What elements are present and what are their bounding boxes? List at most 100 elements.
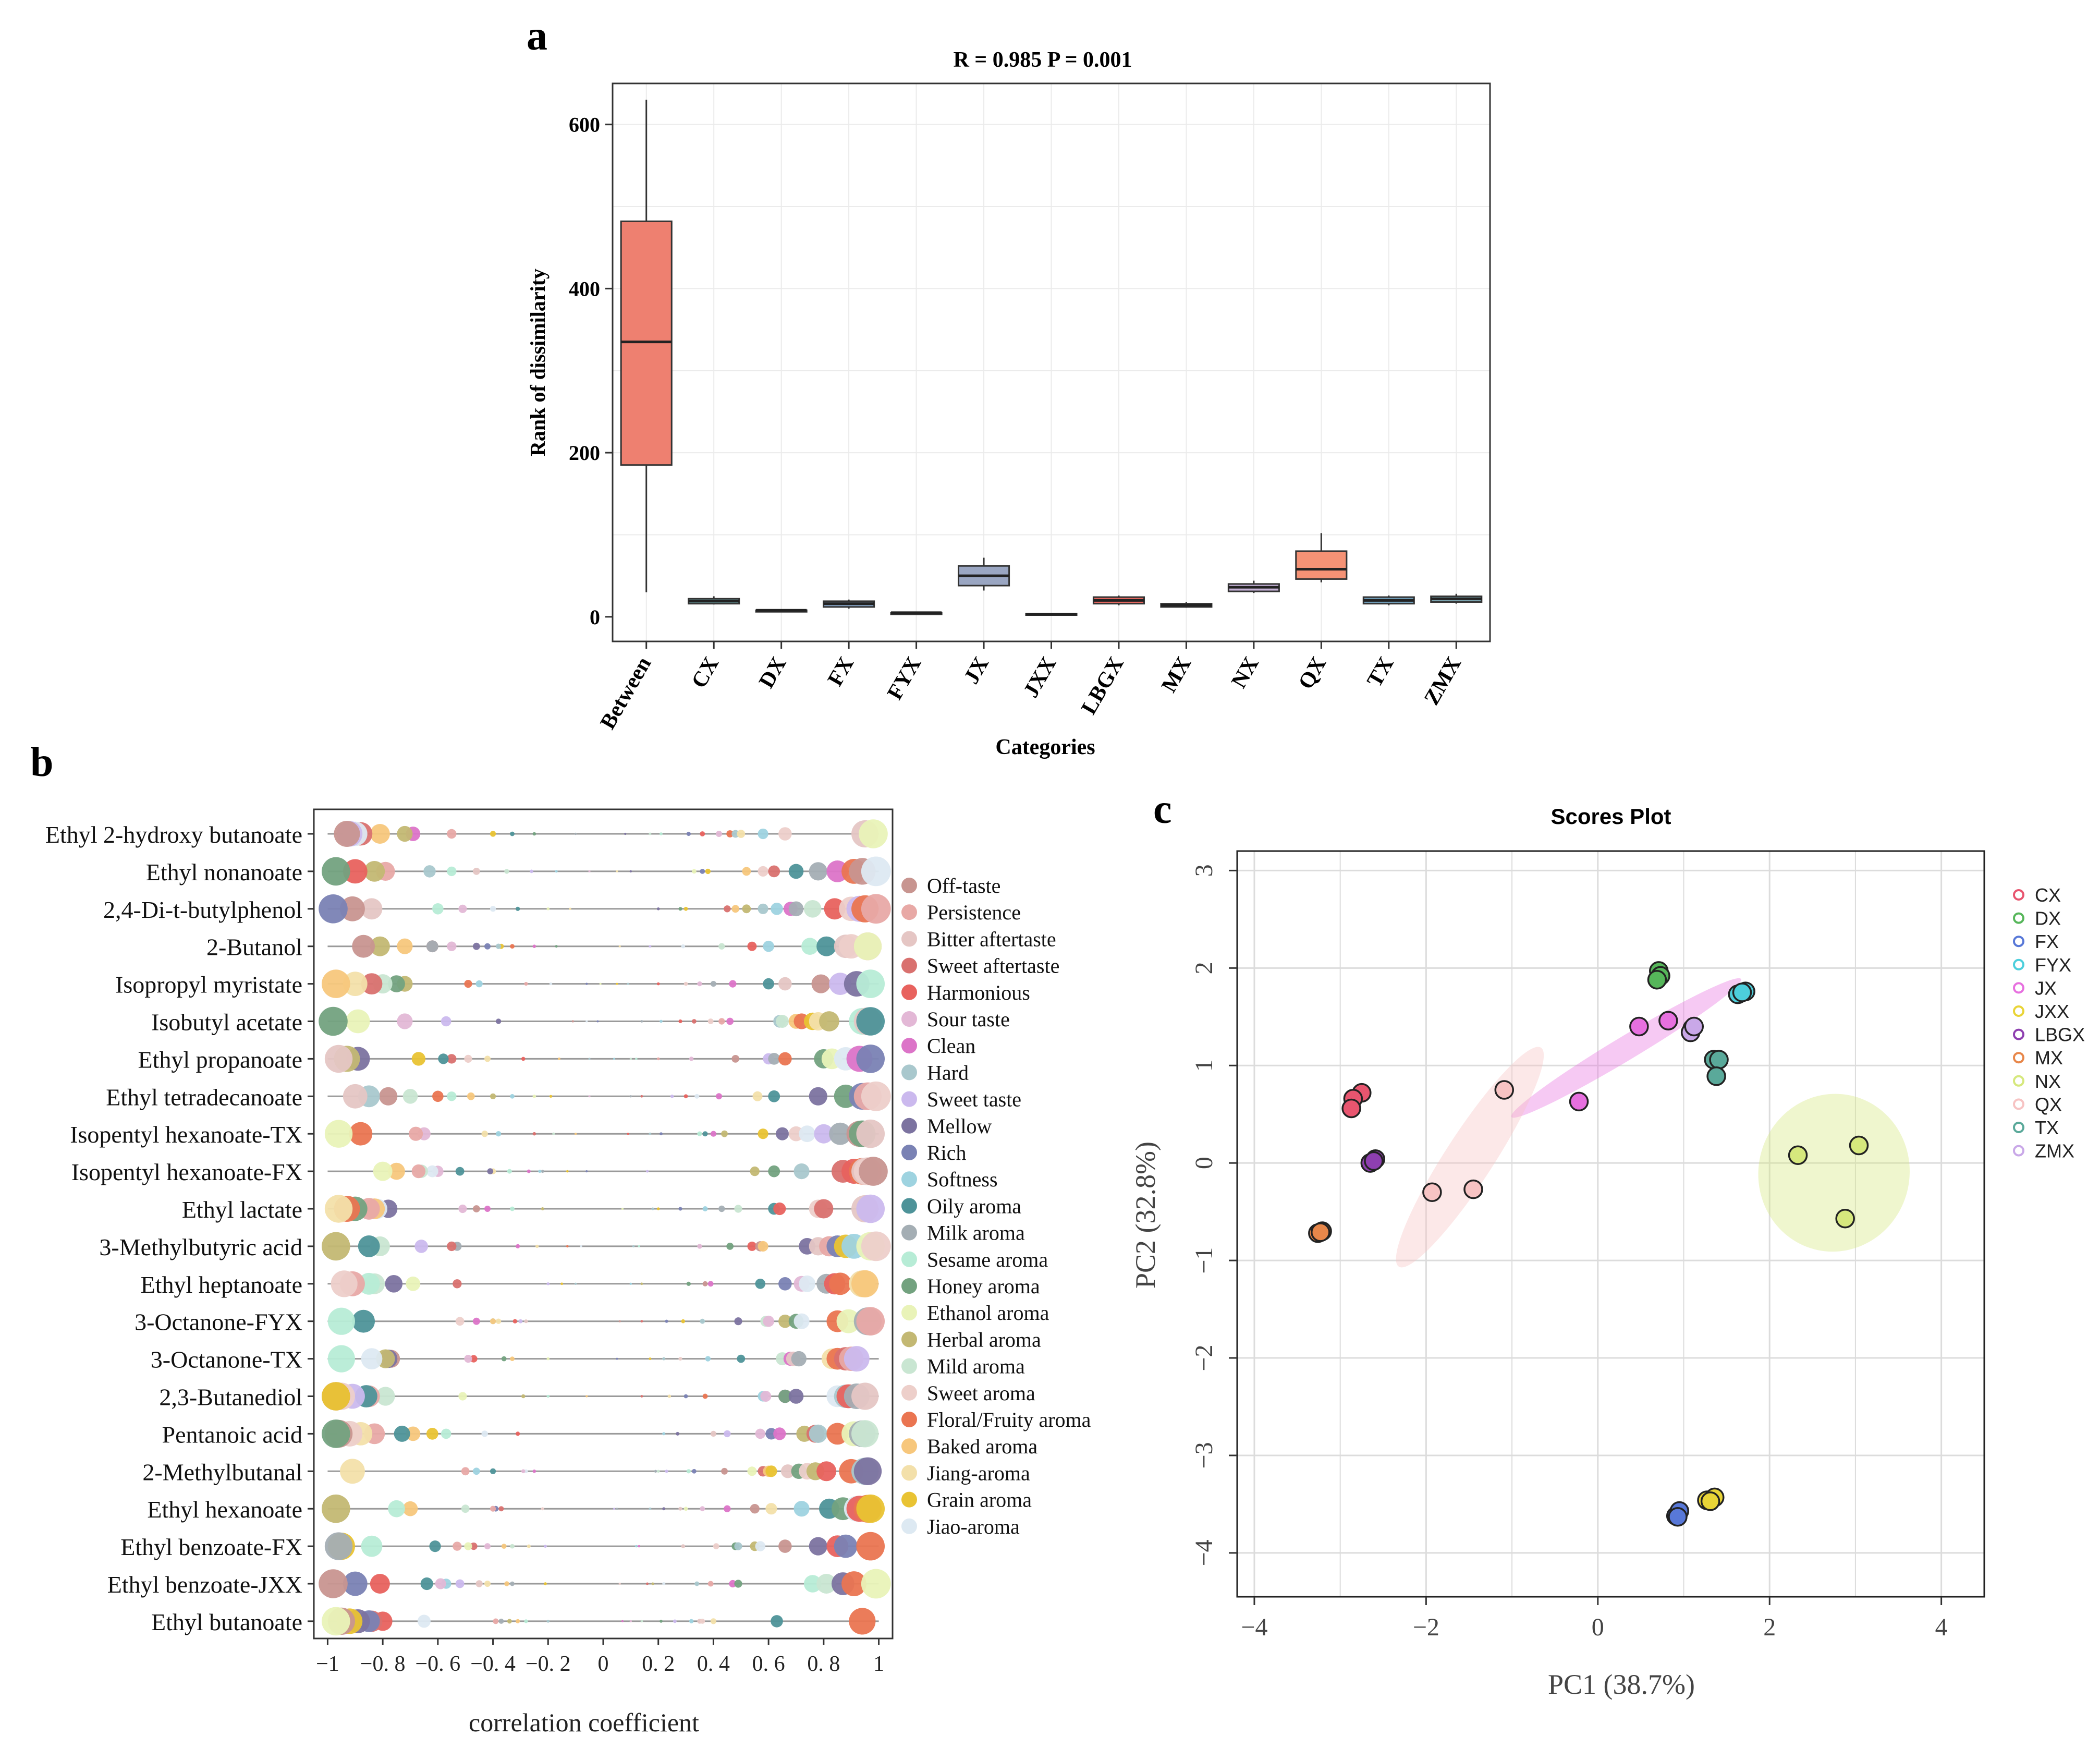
panel-b-bubble-sweet-aftertaste <box>453 1279 462 1289</box>
panel-b-bubble-harmonious <box>678 1019 682 1024</box>
panel-b-bubble-clean <box>621 1620 624 1622</box>
panel-b-bubble-sour-taste <box>458 904 467 913</box>
panel-c-x-tick-label: 4 <box>1935 1613 1948 1641</box>
panel-b-bubble-grain-aroma <box>765 1465 777 1477</box>
panel-b-bubble-milk-aroma <box>616 1508 618 1510</box>
panel-b-bubble-sweet-taste <box>414 1240 428 1253</box>
panel-a-box-lbgx <box>1092 595 1145 605</box>
panel-b-legend-label-ethanol-aroma: Ethanol aroma <box>927 1301 1049 1325</box>
panel-b-bubble-off-taste <box>731 1055 740 1063</box>
panel-c-point-dx <box>1647 969 1667 990</box>
panel-b-bubble-off-taste <box>778 1539 792 1553</box>
panel-b-bubble-sour-taste <box>458 1204 467 1213</box>
panel-b-bubble-honey-aroma <box>686 1281 691 1286</box>
panel-b-bubble-oily-aroma <box>771 1615 783 1628</box>
panel-b-bubble-mild-aroma <box>376 1387 395 1406</box>
panel-b-bubble-ethanol-aroma <box>853 932 882 961</box>
panel-b-bubble-oily-aroma <box>856 1007 885 1036</box>
panel-b-bubble-mellow <box>776 1127 789 1140</box>
panel-b-bubble-jiao-aroma <box>580 1245 582 1247</box>
panel-b-bubble-sweet-aroma <box>700 1619 705 1624</box>
panel-b-bubble-jiang-aroma <box>535 1244 539 1248</box>
panel-b-compound-label-ethyl-benzoate-fx: Ethyl benzoate-FX <box>120 1534 302 1560</box>
panel-c-legend-key-fyx <box>2013 958 2024 970</box>
panel-b-bubble-off-taste <box>319 1569 348 1598</box>
panel-b-bubble-baked-aroma <box>510 1356 515 1362</box>
panel-a-box-mx <box>1160 602 1213 608</box>
panel-b-bubble-jiang-aroma <box>495 1318 502 1324</box>
panel-b-bubble-baked-aroma <box>504 1581 509 1586</box>
panel-b-bubble-bitter-aftertaste <box>361 898 383 920</box>
panel-b-bubble-sesame-aroma <box>856 969 885 998</box>
panel-b-legend-label-baked-aroma: Baked aroma <box>927 1435 1037 1458</box>
panel-b-bubble-rich <box>319 894 348 924</box>
panel-b-compound-label-2-3-butanediol: 2,3-Butanediol <box>159 1384 302 1411</box>
panel-b-bubble-sweet-taste <box>665 1470 668 1473</box>
panel-b-bubble-row-3-octanone-fyx <box>327 1307 885 1336</box>
panel-b-bubble-sesame-aroma <box>327 1307 355 1335</box>
panel-b-bubble-softness <box>662 1432 666 1436</box>
panel-b-bubble-hard <box>632 1245 635 1248</box>
panel-b-bubble-row-ethyl-benzoate-jxx <box>319 1569 891 1599</box>
panel-b-bubble-grain-aroma <box>426 1428 438 1440</box>
panel-b-bubble-sweet-taste <box>544 1545 547 1548</box>
panel-c-legend-key-dx <box>2013 912 2024 924</box>
panel-b-bubble-bitter-aftertaste <box>778 977 792 991</box>
panel-b-bubble-sweet-aroma <box>678 1357 682 1361</box>
panel-b-bubble-harmonious <box>521 1057 526 1061</box>
panel-b-bubble-honey-aroma <box>388 975 405 992</box>
panel-b-bubble-row-ethyl-hexanoate <box>321 1494 885 1523</box>
panel-b-bubble-sour-taste <box>760 1391 772 1402</box>
panel-c-point-lbgx <box>1364 1151 1384 1171</box>
panel-a-annotation: R = 0.985 P = 0.001 <box>953 48 1132 72</box>
panel-b-bubble-sweet-aftertaste <box>814 1199 834 1219</box>
panel-c-point-qx <box>1422 1182 1442 1202</box>
panel-b-bubble-herbal-aroma <box>370 936 390 956</box>
panel-b-bubble-sweet-aroma <box>455 1317 465 1326</box>
panel-b-bubble-ethanol-aroma <box>683 1507 688 1511</box>
panel-c-legend-label-mx: MX <box>2035 1047 2063 1069</box>
panel-b-bubble-harmonious <box>512 1319 518 1324</box>
panel-c-point-qx <box>1494 1080 1515 1100</box>
panel-c-confidence-ellipses <box>1347 978 1910 1268</box>
panel-b-bubble-mellow <box>809 1087 827 1106</box>
panel-b-bubble-mild-aroma <box>851 1420 879 1448</box>
panel-b-bubble-rich <box>778 1277 792 1291</box>
panel-b-bubble-sesame-aroma <box>660 832 663 835</box>
panel-b-bubble-honey-aroma <box>532 832 536 836</box>
panel-b-bubble-jiang-aroma <box>484 1581 491 1587</box>
panel-b-bubble-ethanol-aroma <box>464 1542 472 1550</box>
panel-b-bubble-milk-aroma <box>791 1351 807 1367</box>
panel-b-bubble-jiang-aroma <box>616 870 618 872</box>
panel-c-letter: c <box>1153 786 1172 832</box>
panel-b-bubble-floral-fruity-aroma <box>464 980 472 988</box>
panel-b-legend-key-herbal-aroma <box>901 1331 917 1348</box>
panel-b-bubble-sweet-aftertaste <box>640 1395 643 1398</box>
panel-c-legend-label-lbgx: LBGX <box>2035 1024 2085 1046</box>
panel-b-bubble-clean <box>472 1317 480 1325</box>
panel-b-bubble-sesame-aroma <box>388 1500 405 1518</box>
panel-b-bubbles <box>319 819 891 1636</box>
panel-b-bubble-sesame-aroma <box>432 903 444 915</box>
panel-b-bubble-hard <box>651 1207 654 1210</box>
panel-b-bubble-bitter-aftertaste <box>475 1580 483 1587</box>
panel-b-bubble-row-ethyl-2-hydroxy-butanoate <box>334 819 888 848</box>
panel-b-legend-label-rich: Rich <box>927 1141 967 1164</box>
panel-b-bubble-oily-aroma <box>510 831 515 836</box>
panel-b-legend-label-sour-taste: Sour taste <box>927 1007 1010 1031</box>
panel-b-bubble-mellow <box>662 1507 666 1511</box>
panel-c-points-zmx <box>1680 1016 1704 1042</box>
panel-b-bubble-row-ethyl-butanoate <box>321 1607 876 1636</box>
panel-c-legend-key-jx <box>2013 982 2024 994</box>
panel-b-bubble-milk-aroma <box>718 1205 725 1212</box>
panel-b-compound-label-ethyl-nonanoate: Ethyl nonanoate <box>146 859 302 885</box>
panel-c-points-lbgx <box>1360 1149 1385 1173</box>
panel-b-bubble-row-ethyl-lactate <box>324 1194 885 1223</box>
panel-b-compound-label-isopentyl-hexanoate-fx: Isopentyl hexanoate-FX <box>71 1159 302 1185</box>
panel-b-bubble-mellow <box>788 1389 804 1404</box>
panel-b-bubble-hard <box>649 1132 652 1135</box>
panel-b-bubble-persistence <box>707 1581 714 1587</box>
panel-b-bubble-row-ethyl-heptanoate <box>331 1270 879 1297</box>
panel-b-bubble-sour-taste <box>588 1095 591 1098</box>
panel-c-y-tick-label: 0 <box>1190 1157 1218 1169</box>
